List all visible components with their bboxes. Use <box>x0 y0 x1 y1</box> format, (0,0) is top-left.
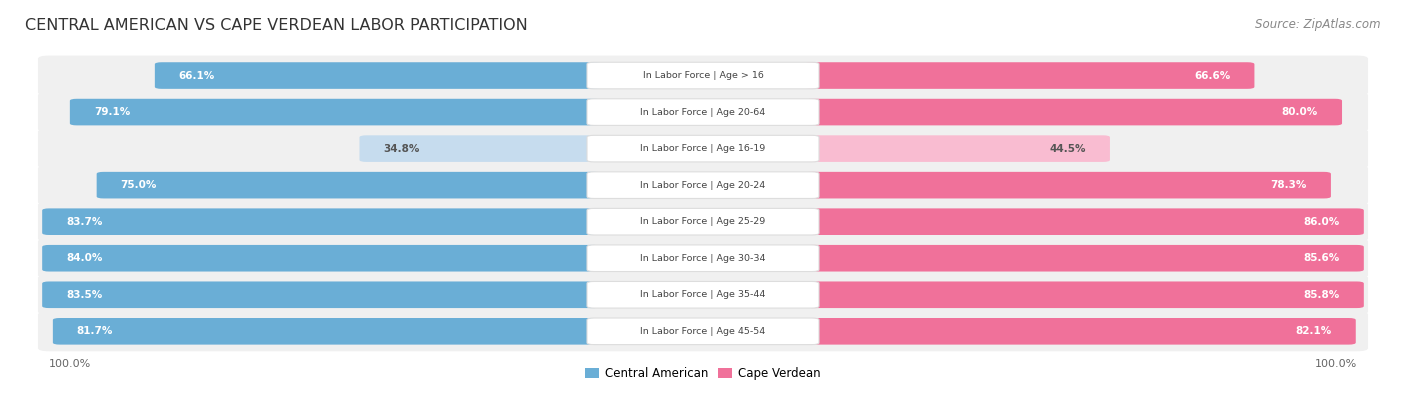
FancyBboxPatch shape <box>806 318 1355 344</box>
FancyBboxPatch shape <box>588 62 818 89</box>
Text: Source: ZipAtlas.com: Source: ZipAtlas.com <box>1256 18 1381 31</box>
Text: CENTRAL AMERICAN VS CAPE VERDEAN LABOR PARTICIPATION: CENTRAL AMERICAN VS CAPE VERDEAN LABOR P… <box>25 18 529 33</box>
FancyBboxPatch shape <box>42 282 602 308</box>
Text: In Labor Force | Age 35-44: In Labor Force | Age 35-44 <box>640 290 766 299</box>
Text: 81.7%: 81.7% <box>77 326 112 336</box>
FancyBboxPatch shape <box>806 172 1331 198</box>
FancyBboxPatch shape <box>588 282 818 308</box>
FancyBboxPatch shape <box>38 92 1368 132</box>
Text: 86.0%: 86.0% <box>1303 217 1340 227</box>
Text: 84.0%: 84.0% <box>66 253 103 263</box>
Text: 66.6%: 66.6% <box>1194 71 1230 81</box>
FancyBboxPatch shape <box>53 318 602 344</box>
FancyBboxPatch shape <box>588 318 818 344</box>
Text: 100.0%: 100.0% <box>49 359 91 369</box>
Text: In Labor Force | Age 45-54: In Labor Force | Age 45-54 <box>640 327 766 336</box>
Text: In Labor Force | Age 30-34: In Labor Force | Age 30-34 <box>640 254 766 263</box>
FancyBboxPatch shape <box>588 99 818 125</box>
FancyBboxPatch shape <box>38 202 1368 242</box>
Text: In Labor Force | Age 16-19: In Labor Force | Age 16-19 <box>640 144 766 153</box>
FancyBboxPatch shape <box>70 99 602 125</box>
Text: In Labor Force | Age > 16: In Labor Force | Age > 16 <box>643 71 763 80</box>
Legend: Central American, Cape Verdean: Central American, Cape Verdean <box>581 363 825 385</box>
FancyBboxPatch shape <box>38 165 1368 205</box>
Text: 44.5%: 44.5% <box>1049 144 1085 154</box>
FancyBboxPatch shape <box>97 172 602 198</box>
FancyBboxPatch shape <box>806 99 1343 125</box>
Text: 34.8%: 34.8% <box>384 144 420 154</box>
FancyBboxPatch shape <box>588 245 818 271</box>
Text: In Labor Force | Age 20-24: In Labor Force | Age 20-24 <box>640 181 766 190</box>
Text: In Labor Force | Age 20-64: In Labor Force | Age 20-64 <box>640 107 766 117</box>
FancyBboxPatch shape <box>806 209 1364 235</box>
Text: 80.0%: 80.0% <box>1282 107 1319 117</box>
FancyBboxPatch shape <box>42 245 602 271</box>
Text: 79.1%: 79.1% <box>94 107 129 117</box>
FancyBboxPatch shape <box>806 62 1254 89</box>
Text: 100.0%: 100.0% <box>1315 359 1357 369</box>
FancyBboxPatch shape <box>806 135 1109 162</box>
FancyBboxPatch shape <box>588 135 818 162</box>
Text: 66.1%: 66.1% <box>179 71 215 81</box>
FancyBboxPatch shape <box>806 245 1364 271</box>
Text: 75.0%: 75.0% <box>121 180 157 190</box>
Text: 85.6%: 85.6% <box>1303 253 1340 263</box>
FancyBboxPatch shape <box>38 129 1368 169</box>
Text: 83.5%: 83.5% <box>66 290 103 300</box>
FancyBboxPatch shape <box>806 282 1364 308</box>
FancyBboxPatch shape <box>38 238 1368 278</box>
FancyBboxPatch shape <box>38 56 1368 96</box>
FancyBboxPatch shape <box>360 135 602 162</box>
FancyBboxPatch shape <box>38 311 1368 351</box>
Text: 82.1%: 82.1% <box>1295 326 1331 336</box>
FancyBboxPatch shape <box>588 209 818 235</box>
Text: In Labor Force | Age 25-29: In Labor Force | Age 25-29 <box>640 217 766 226</box>
FancyBboxPatch shape <box>38 275 1368 315</box>
Text: 83.7%: 83.7% <box>66 217 103 227</box>
Text: 78.3%: 78.3% <box>1271 180 1308 190</box>
FancyBboxPatch shape <box>42 209 602 235</box>
FancyBboxPatch shape <box>588 172 818 198</box>
FancyBboxPatch shape <box>155 62 602 89</box>
Text: 85.8%: 85.8% <box>1303 290 1340 300</box>
